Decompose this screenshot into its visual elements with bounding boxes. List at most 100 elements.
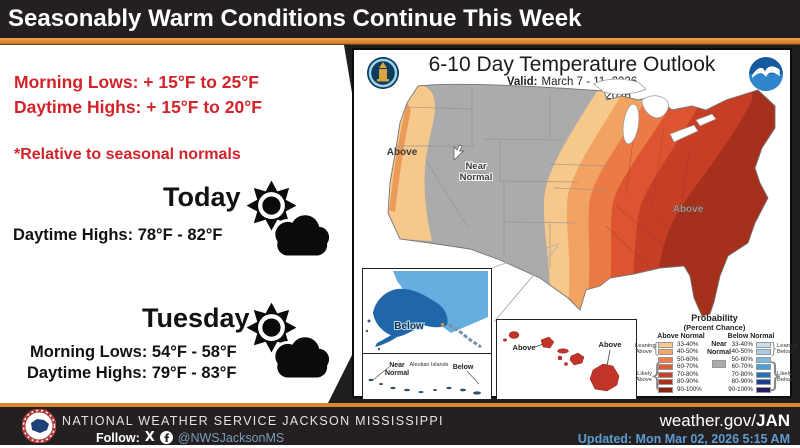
legend-range-label: 70-80% bbox=[731, 371, 753, 378]
brace-icon: } bbox=[770, 339, 778, 357]
today-heading: Today bbox=[163, 182, 241, 212]
legend-below-swatch bbox=[756, 357, 771, 363]
west-coast-strip bbox=[389, 103, 411, 212]
aleutians-inset: Near Normal Aleutian Islands Below bbox=[362, 353, 492, 400]
legend-range-label: 40-50% bbox=[677, 348, 699, 355]
legend-below-swatch bbox=[756, 379, 771, 385]
alaska-below-label: Below bbox=[394, 321, 424, 332]
legend-range-label: 90-100% bbox=[677, 386, 702, 393]
map-title: 6-10 Day Temperature Outlook bbox=[428, 53, 716, 76]
alaska-leaning-below-region bbox=[393, 271, 488, 333]
tuesday-highs: Daytime Highs: 79°F - 83°F bbox=[27, 364, 237, 382]
state-borders-east bbox=[605, 115, 705, 273]
alaska-peninsula bbox=[375, 333, 397, 347]
legend-range-label: 60-70% bbox=[677, 363, 699, 370]
near-normal-label-2: Normal bbox=[460, 172, 493, 183]
footer-org-name: NATIONAL WEATHER SERVICE JACKSON MISSISS… bbox=[62, 414, 444, 428]
legend-below-swatch bbox=[756, 364, 771, 370]
legend-above-swatch bbox=[658, 349, 673, 355]
legend-range-label: 33-40% bbox=[731, 341, 753, 348]
site-prefix: weather.gov/ bbox=[659, 411, 756, 430]
legend-above-swatch bbox=[658, 342, 673, 348]
us-outline bbox=[387, 83, 776, 317]
great-lakes bbox=[593, 78, 717, 145]
alaska-inset: Below bbox=[362, 268, 492, 354]
nws-logo-icon bbox=[21, 408, 57, 448]
legend-likely-above: Likely Above bbox=[635, 371, 652, 384]
mouse-cursor-icon bbox=[453, 144, 465, 161]
brace-icon: } bbox=[767, 356, 783, 394]
near-normal-label-1: Near bbox=[465, 161, 486, 172]
legend-range-label: 50-60% bbox=[731, 356, 753, 363]
state-borders-west bbox=[396, 88, 609, 268]
valid-label: Valid: bbox=[506, 76, 538, 88]
legend-subtitle: (Percent Chance) bbox=[683, 323, 746, 332]
seasonal-normals-note: *Relative to seasonal normals bbox=[14, 146, 241, 163]
footer-follow-row: Follow: X @NWSJacksonMS bbox=[96, 430, 284, 445]
hawaii-islands bbox=[502, 331, 620, 392]
legend-range-label: 33-40% bbox=[677, 341, 699, 348]
legend-near-swatch bbox=[712, 360, 726, 368]
noaa-logo-icon bbox=[748, 56, 784, 97]
legend-above-swatch bbox=[658, 357, 673, 363]
sun-behind-cloud-icon bbox=[235, 298, 332, 386]
legend-leaning-above: Leaning Above bbox=[635, 343, 656, 356]
legend-below-swatch bbox=[756, 349, 771, 355]
legend-above-swatch bbox=[658, 387, 673, 393]
legend-below-swatch bbox=[756, 342, 771, 348]
brace-icon: { bbox=[652, 339, 660, 357]
legend-likely-below: Likely Below bbox=[777, 371, 793, 384]
legend-range-label: 80-90% bbox=[677, 378, 699, 385]
legend-title: Probability bbox=[691, 313, 738, 323]
hawaii-inset: Above Above bbox=[496, 319, 637, 400]
west-above-label: Above bbox=[387, 147, 418, 158]
footer: NATIONAL WEATHER SERVICE JACKSON MISSISS… bbox=[0, 403, 800, 448]
legend-above-swatch bbox=[658, 379, 673, 385]
legend-range-label: 90-100% bbox=[728, 386, 753, 393]
west-above-band bbox=[388, 84, 435, 241]
hawaii-above-left-label: Above bbox=[513, 343, 536, 352]
inset-projection-lines bbox=[491, 243, 559, 323]
aleutian-below-label: Below bbox=[453, 364, 474, 371]
site-office-code: JAN bbox=[755, 411, 790, 430]
banner-title: Seasonably Warm Conditions Continue This… bbox=[0, 0, 800, 38]
footer-updated-timestamp: Updated: Mon Mar 02, 2026 5:15 AM bbox=[577, 432, 790, 446]
x-twitter-icon: X bbox=[144, 430, 155, 445]
legend-below-swatch bbox=[756, 372, 771, 378]
legend-range-label: 60-70% bbox=[731, 363, 753, 370]
today-highs: Daytime Highs: 78°F - 82°F bbox=[13, 226, 223, 244]
alaska-panhandle bbox=[448, 323, 482, 349]
legend-above-swatch bbox=[658, 372, 673, 378]
aleutian-near-label-2: Normal bbox=[385, 370, 409, 377]
tuesday-lows: Morning Lows: 54°F - 58°F bbox=[30, 343, 237, 361]
follow-label: Follow: bbox=[96, 430, 140, 445]
legend-range-label: 40-50% bbox=[731, 348, 753, 355]
legend-near-label-1: Near bbox=[711, 341, 727, 348]
aleutian-islands-label: Aleutian Islands bbox=[410, 362, 449, 368]
morning-lows-anomaly: Morning Lows: + 15°F to 25°F bbox=[14, 72, 259, 92]
footer-site-url: weather.gov/JAN bbox=[660, 411, 790, 431]
temperature-outlook-map: 6-10 Day Temperature Outlook Valid: March… bbox=[352, 48, 798, 400]
legend-range-label: 80-90% bbox=[731, 378, 753, 385]
social-handle: @NWSJacksonMS bbox=[177, 430, 285, 445]
legend-near-label-2: Normal bbox=[706, 349, 732, 356]
sun-behind-cloud-icon bbox=[235, 176, 332, 264]
legend-leaning-below: Leaning Below bbox=[777, 343, 798, 356]
tuesday-heading: Tuesday bbox=[142, 303, 250, 333]
legend-range-label: 50-60% bbox=[677, 356, 699, 363]
daytime-highs-anomaly: Daytime Highs: + 15°F to 20°F bbox=[14, 97, 262, 117]
commerce-seal-icon bbox=[366, 56, 400, 95]
aleutian-islands-dots bbox=[368, 378, 481, 395]
legend-below-header: Below Normal bbox=[727, 333, 775, 340]
probability-legend: Probability (Percent Chance) Above Norma… bbox=[635, 313, 798, 400]
accent-stripe bbox=[0, 38, 800, 45]
aleutian-near-label-1: Near bbox=[389, 362, 405, 369]
hawaii-above-right-label: Above bbox=[599, 340, 622, 349]
facebook-icon bbox=[159, 431, 173, 444]
legend-above-header: Above Normal bbox=[657, 333, 705, 340]
alaska-mainland bbox=[373, 288, 448, 337]
east-above-label: Above bbox=[673, 204, 704, 215]
legend-range-label: 70-80% bbox=[677, 371, 699, 378]
legend-below-swatch bbox=[756, 387, 771, 393]
legend-above-swatch bbox=[658, 364, 673, 370]
